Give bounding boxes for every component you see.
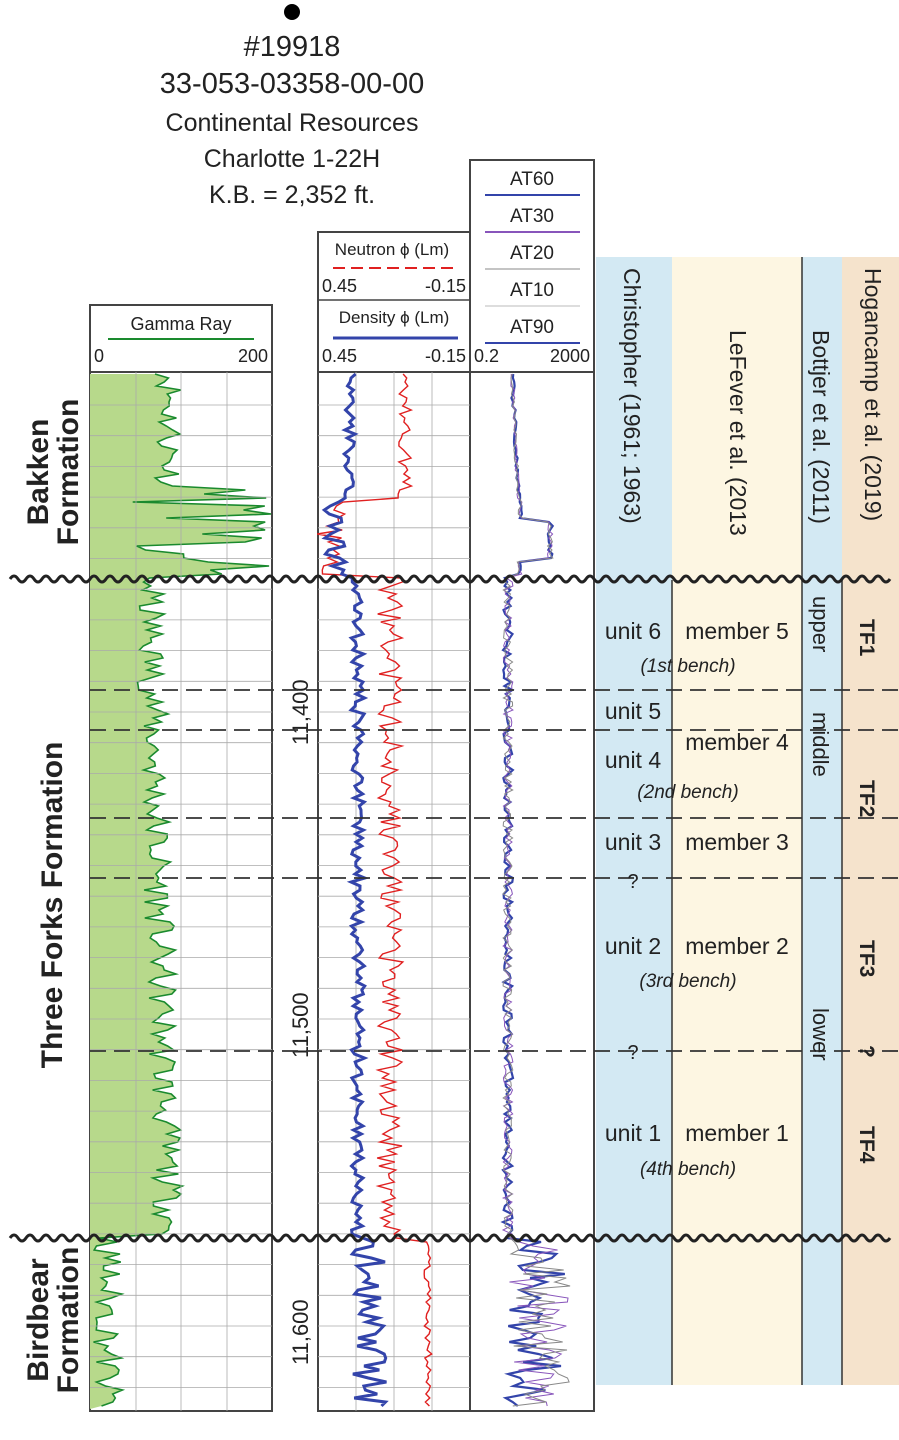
well-location-dot — [284, 4, 300, 20]
hogancamp-tf2: TF2 — [855, 780, 878, 817]
bottjer-column — [802, 257, 842, 1385]
resistivity-legend-at30: AT30 — [510, 206, 554, 227]
hogancamp-tf3: TF3 — [855, 940, 878, 977]
resistivity-curves — [500, 373, 571, 1407]
bench-2nd: (2nd bench) — [637, 782, 738, 803]
resistivity-legend-at10: AT10 — [510, 280, 554, 301]
neutron-left: 0.45 — [322, 276, 357, 296]
resistivity-track — [469, 159, 595, 1412]
hogancamp-column — [842, 257, 899, 1385]
bench-3rd: (3rd bench) — [639, 971, 736, 992]
bottjer-title: Bottjer et al. (2011) — [808, 330, 834, 524]
bottjer-lower: lower — [808, 1008, 833, 1061]
bench-1st: (1st bench) — [640, 656, 735, 677]
kelly-bushing: K.B. = 2,352 ft. — [209, 181, 375, 209]
christopher-column — [596, 257, 672, 1385]
operator-name: Continental Resources — [166, 109, 419, 137]
lefever-column — [672, 257, 802, 1385]
lefever-member-5: member 5 — [685, 618, 789, 644]
gamma-min: 0 — [94, 346, 104, 366]
lefever-member-4: member 4 — [685, 729, 789, 755]
unconformity-threeforks-birdbear — [8, 1233, 892, 1243]
neutron-title: Neutron ϕ (Lm) — [335, 240, 449, 259]
depth-label-11500: 11,500 — [288, 992, 313, 1058]
gamma-max: 200 — [238, 346, 268, 366]
api-number: 33-053-03358-00-00 — [160, 68, 424, 100]
christopher-unit-1: unit 1 — [605, 1120, 661, 1146]
christopher-unit-4: unit 4 — [605, 747, 661, 773]
birdbear-label-line1: Birdbear — [22, 1258, 55, 1382]
density-right: -0.15 — [425, 346, 466, 366]
christopher-unit-2: unit 2 — [605, 933, 661, 959]
bottjer-upper: upper — [808, 596, 833, 652]
hogancamp-uncertain: ? — [855, 1045, 878, 1058]
hogancamp-title: Hogancamp et al. (2019) — [860, 268, 886, 521]
well-name: Charlotte 1-22H — [204, 145, 380, 173]
resistivity-legend-at60: AT60 — [510, 169, 554, 190]
resistivity-legend: AT60 AT30 AT20 AT10 AT90 — [485, 169, 580, 344]
birdbear-label-line2: Formation — [52, 1247, 85, 1394]
christopher-title: Christopher (1961; 1963) — [619, 268, 645, 524]
density-left: 0.45 — [322, 346, 357, 366]
density-title: Density ϕ (Lm) — [339, 308, 450, 327]
depth-label-11600: 11,600 — [288, 1299, 313, 1365]
lefever-member-2: member 2 — [685, 933, 789, 959]
gamma-title: Gamma Ray — [130, 314, 231, 334]
porosity-curves — [317, 372, 433, 1408]
gamma-ray-curve — [90, 373, 272, 1409]
christopher-uncertain-1: ? — [627, 871, 638, 893]
lefever-title: LeFever et al. (2013 — [725, 330, 751, 536]
resistivity-legend-at90: AT90 — [510, 317, 554, 338]
lefever-member-3: member 3 — [685, 829, 789, 855]
bottjer-middle: middle — [808, 712, 833, 777]
resistivity-legend-at20: AT20 — [510, 243, 554, 264]
unconformity-bakken-threeforks — [8, 574, 892, 584]
well-number: #19918 — [244, 31, 341, 63]
resistivity-min: 0.2 — [474, 346, 499, 366]
bench-4th: (4th bench) — [640, 1159, 736, 1180]
christopher-unit-5: unit 5 — [605, 698, 661, 724]
hogancamp-tf1: TF1 — [855, 619, 878, 657]
bakken-label-line2: Formation — [52, 399, 85, 546]
christopher-unit-3: unit 3 — [605, 829, 661, 855]
resistivity-max: 2000 — [550, 346, 590, 366]
hogancamp-tf4: TF4 — [855, 1126, 878, 1164]
lefever-member-1: member 1 — [685, 1120, 789, 1146]
neutron-right: -0.15 — [425, 276, 466, 296]
three-forks-label: Three Forks Formation — [36, 742, 69, 1069]
bakken-label-line1: Bakken — [22, 419, 55, 526]
christopher-uncertain-2: ? — [627, 1042, 638, 1064]
christopher-unit-6: unit 6 — [605, 618, 661, 644]
